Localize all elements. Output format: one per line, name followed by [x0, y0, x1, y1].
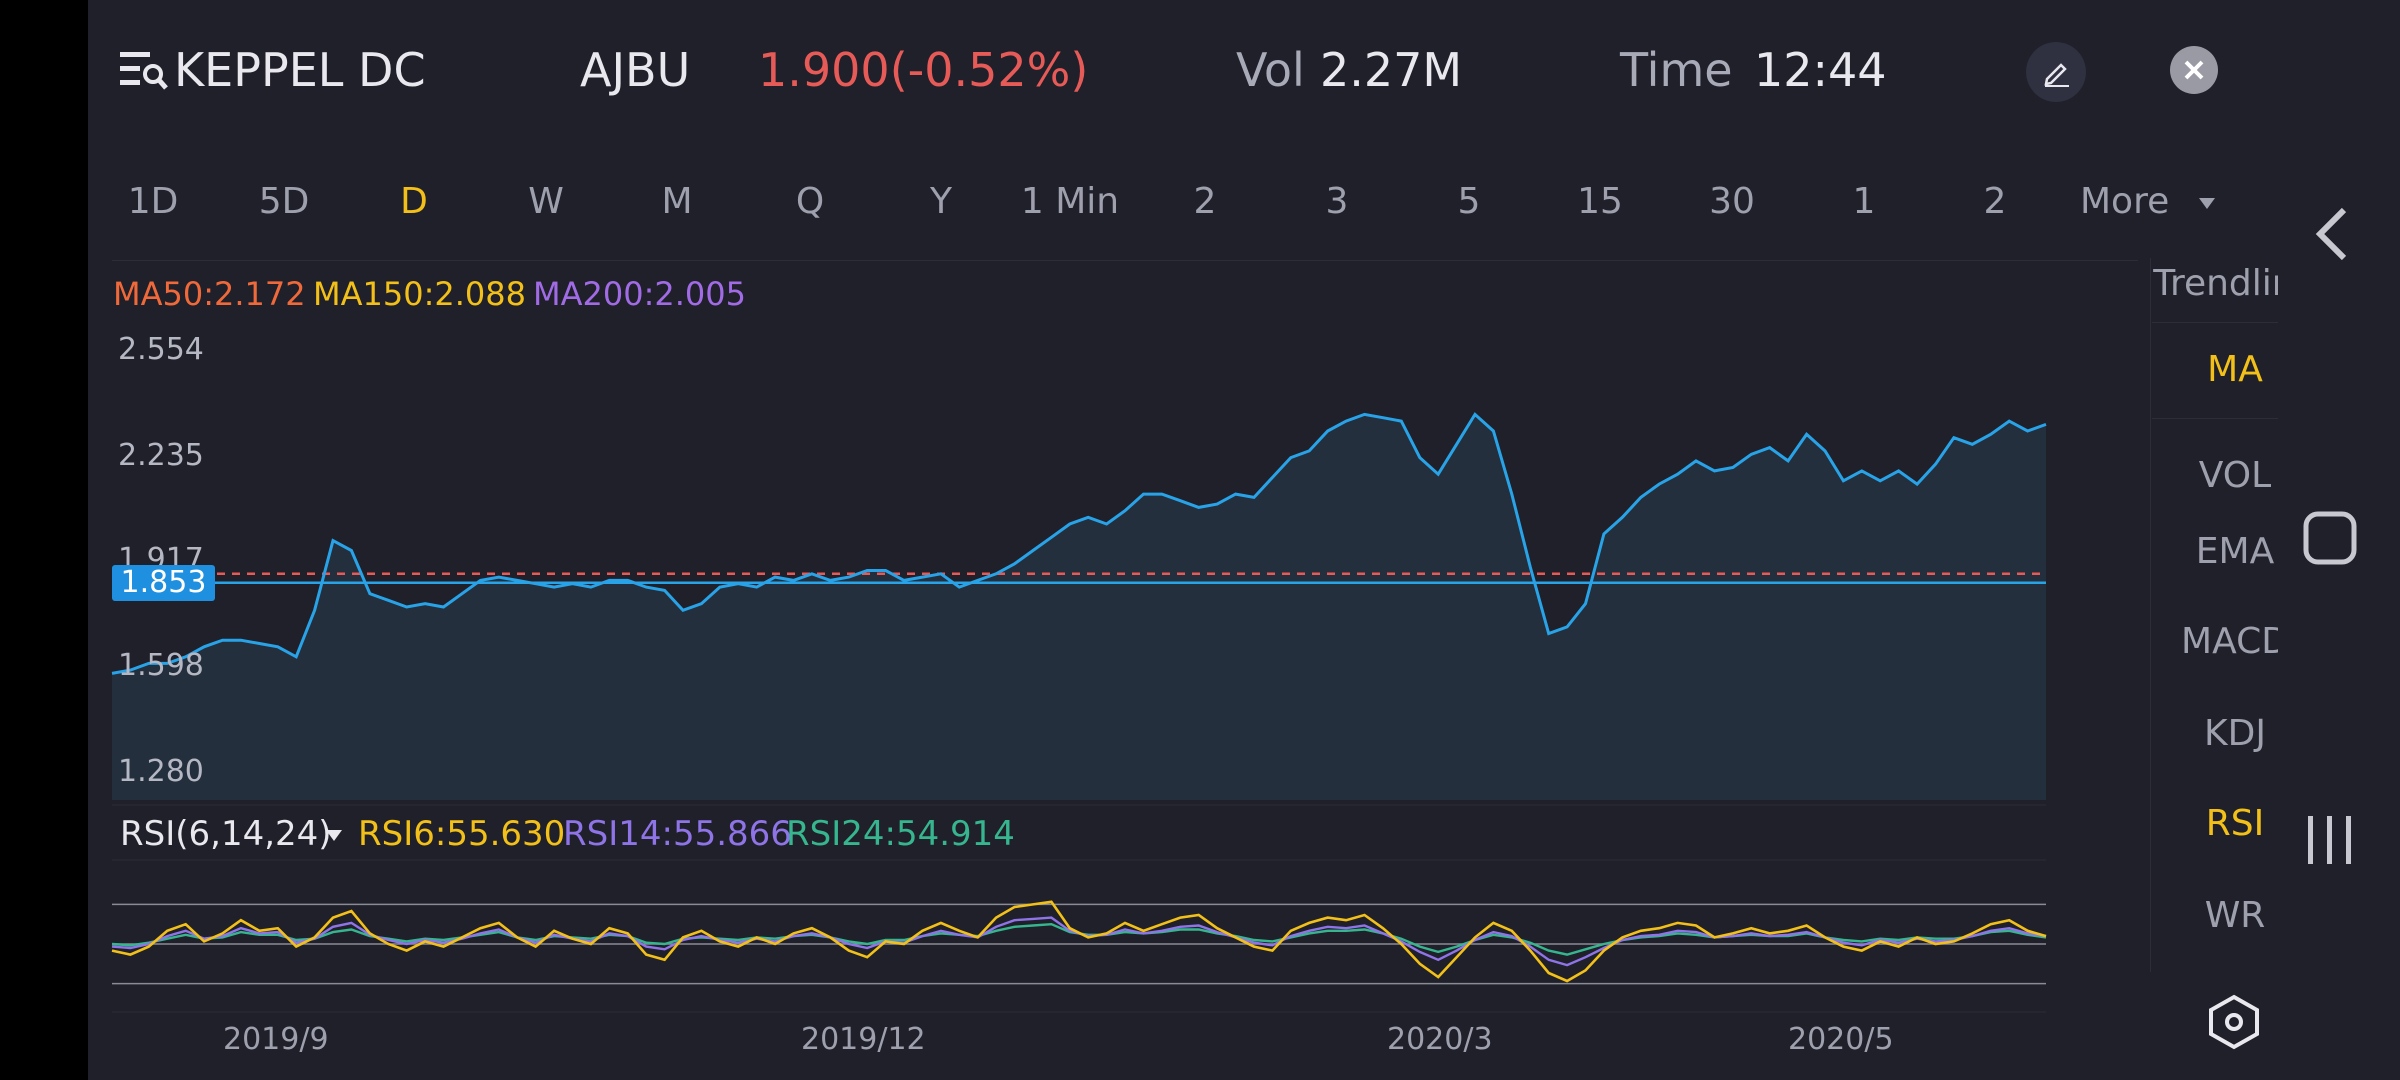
indicator-ema[interactable]: EMA — [2195, 531, 2275, 572]
tab-5min[interactable]: 5 — [1457, 181, 1481, 222]
home-square-icon[interactable] — [2302, 510, 2358, 570]
close-icon — [2182, 58, 2206, 86]
tab-1min[interactable]: 1 Min — [1020, 181, 1120, 222]
x-tick-label: 2020/5 — [1788, 1022, 1894, 1057]
recents-icon[interactable] — [2302, 812, 2358, 872]
price-line — [111, 412, 2047, 675]
x-tick-label: 2019/9 — [223, 1022, 329, 1057]
current-price-value: 1.853 — [120, 565, 207, 600]
indicator-vol[interactable]: VOL — [2198, 455, 2272, 496]
tab-d[interactable]: D — [400, 181, 428, 222]
pen-button[interactable] — [2026, 42, 2086, 102]
tab-y[interactable]: Y — [930, 181, 952, 222]
menu-search-icon[interactable] — [120, 48, 170, 94]
price-area-fill — [112, 414, 2046, 800]
tab-2min[interactable]: 2 — [1193, 181, 1217, 222]
y-tick-label: 2.554 — [118, 332, 204, 367]
tab-1d[interactable]: 1D — [127, 181, 179, 222]
price-change: 1.900(-0.52%) — [758, 43, 1089, 97]
indicator-wr[interactable]: WR — [2204, 895, 2266, 936]
chevron-left-icon[interactable] — [2314, 206, 2350, 266]
rsi-indicator-name[interactable]: RSI(6,14,24) — [120, 814, 332, 854]
dropdown-triangle-icon — [2198, 197, 2215, 209]
tab-15min[interactable]: 15 — [1577, 181, 1623, 222]
stock-name: KEPPEL DC — [174, 43, 426, 97]
current-price-tag: 1.853 — [112, 565, 215, 601]
ma150-legend: MA150:2.088 — [313, 275, 526, 313]
tab-5d[interactable]: 5D — [258, 181, 310, 222]
x-tick-label: 2020/3 — [1387, 1022, 1493, 1057]
rsi-line-rsi6 — [111, 900, 2047, 983]
rsi24-legend: RSI24:54.914 — [786, 814, 1015, 854]
tab-3min[interactable]: 3 — [1325, 181, 1349, 222]
tab-30min[interactable]: 30 — [1709, 181, 1755, 222]
pen-icon — [2041, 57, 2071, 91]
settings-hex-icon[interactable] — [2208, 994, 2260, 1054]
y-tick-label: 2.235 — [118, 438, 204, 473]
stock-code: AJBU — [580, 43, 691, 97]
indicator-rsi[interactable]: RSI — [2205, 803, 2265, 844]
price-chart[interactable] — [88, 0, 2148, 1080]
y-tick-label: 1.280 — [118, 754, 204, 789]
tab-1hour[interactable]: 1 — [1852, 181, 1876, 222]
divider — [112, 260, 2138, 261]
indicator-kdj[interactable]: KDJ — [2204, 713, 2266, 754]
volume-label: Vol — [1236, 43, 1305, 97]
chart-screen: KEPPEL DC AJBU 1.900(-0.52%) Vol 2.27M T… — [88, 0, 2320, 1080]
more-label: More — [2080, 181, 2170, 222]
volume-value: 2.27M — [1320, 43, 1463, 97]
x-tick-label: 2019/12 — [801, 1022, 926, 1057]
ma50-legend: MA50:2.172 — [113, 275, 306, 313]
close-button[interactable] — [2170, 46, 2218, 94]
system-navigation-bar — [2278, 0, 2400, 1080]
tab-w[interactable]: W — [528, 181, 564, 222]
divider — [2152, 322, 2318, 323]
ma200-legend: MA200:2.005 — [533, 275, 746, 313]
time-label: Time — [1620, 43, 1733, 97]
rsi-dropdown-icon[interactable] — [326, 830, 342, 841]
time-value: 12:44 — [1754, 43, 1887, 97]
indicator-ma[interactable]: MA — [2207, 349, 2263, 390]
tab-2hour[interactable]: 2 — [1983, 181, 2007, 222]
rsi6-legend: RSI6:55.630 — [358, 814, 566, 854]
indicator-macd[interactable]: MACD — [2181, 621, 2289, 662]
more-tab[interactable]: More — [2080, 172, 2250, 232]
y-tick-label: 1.598 — [118, 648, 204, 683]
tab-m[interactable]: M — [661, 181, 693, 222]
tab-q[interactable]: Q — [795, 181, 825, 222]
rsi14-legend: RSI14:55.866 — [563, 814, 792, 854]
divider — [2152, 418, 2318, 419]
